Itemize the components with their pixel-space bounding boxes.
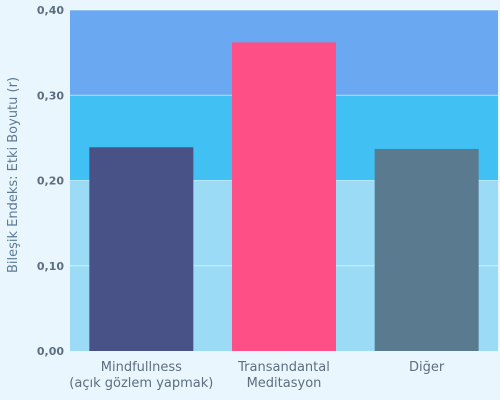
- bar-1: [232, 42, 336, 352]
- bar-0: [89, 147, 194, 351]
- y-tick-label-3: 0,30: [37, 89, 64, 102]
- y-axis-ticks: 0,00 0,10 0,20 0,30 0,40: [37, 4, 64, 358]
- y-tick-label-0: 0,00: [37, 345, 64, 358]
- x-category-label-2: Diğer: [409, 360, 445, 375]
- bars: [89, 42, 479, 352]
- y-tick-label-1: 0,10: [37, 260, 64, 273]
- bar-2: [374, 148, 479, 351]
- y-axis-title: Bileşik Endeks: Etki Boyutu (r): [6, 77, 21, 273]
- x-category-label-1: Transandantal Meditasyon: [237, 360, 330, 391]
- x-category-label-0: Mindfullness (açık gözlem yapmak): [69, 360, 213, 391]
- y-tick-label-4: 0,40: [37, 4, 64, 17]
- x-axis-categories: Mindfullness (açık gözlem yapmak) Transand…: [69, 360, 445, 391]
- y-tick-label-2: 0,20: [37, 175, 64, 188]
